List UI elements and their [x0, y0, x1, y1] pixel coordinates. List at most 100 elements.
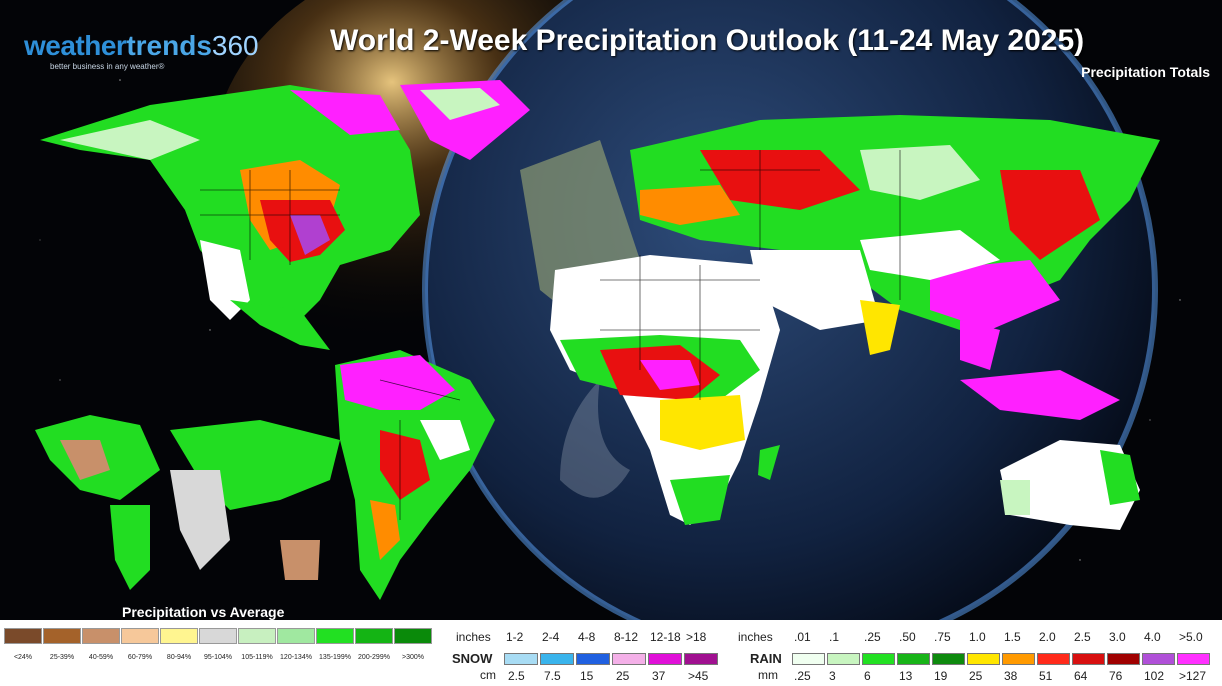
- rain-mm-tick: 76: [1109, 669, 1123, 683]
- snow-inches-tick: 4-8: [578, 630, 596, 644]
- snow-inches-tick: 8-12: [614, 630, 639, 644]
- percent-legend-swatch: [160, 628, 198, 644]
- percent-of-average-legend: <24% 25-39% 40-59% 60-79% 80-94% 95-104% 105-1…: [4, 628, 433, 661]
- percent-legend-item: 200-299%: [355, 628, 393, 661]
- logo-tagline: better business in any weather®: [50, 62, 165, 71]
- rain-inches-tick: 2.0: [1039, 630, 1056, 644]
- percent-legend-swatch: [199, 628, 237, 644]
- snow-swatch: [504, 653, 538, 665]
- rain-mm-header: mm: [758, 668, 778, 682]
- eurasia-region: [630, 115, 1160, 420]
- rain-inches-tick: 1.0: [969, 630, 986, 644]
- percent-legend-label: >300%: [402, 654, 424, 661]
- rain-inches-tick: 1.5: [1004, 630, 1021, 644]
- percent-legend-item: 40-59%: [82, 628, 120, 661]
- percent-legend-item: 80-94%: [160, 628, 198, 661]
- rain-mm-tick: 6: [864, 669, 871, 683]
- snow-inches-tick: >18: [686, 630, 707, 644]
- country-borders: [200, 150, 901, 520]
- snow-inches-tick: 12-18: [650, 630, 681, 644]
- rain-inches-tick: 4.0: [1144, 630, 1161, 644]
- percent-legend-label: 40-59%: [88, 654, 114, 661]
- rain-swatch: [897, 653, 930, 665]
- logo-360-text: 360: [211, 30, 259, 61]
- australia-region: [1000, 440, 1140, 530]
- inset-map-vs-average: [35, 415, 340, 590]
- percent-legend-item: 105-119%: [238, 628, 276, 661]
- percent-legend-swatch: [4, 628, 42, 644]
- rain-swatch: [792, 653, 825, 665]
- percent-legend-item: 60-79%: [121, 628, 159, 661]
- snow-cm-tick: >45: [688, 669, 709, 683]
- logo-trends-text: trends: [126, 30, 212, 61]
- rain-mm-tick: 64: [1074, 669, 1088, 683]
- rain-label: RAIN: [750, 651, 782, 666]
- rain-mm-tick: 19: [934, 669, 948, 683]
- percent-legend-item: 25-39%: [43, 628, 81, 661]
- rain-swatch: [1177, 653, 1210, 665]
- rain-inches-tick: 2.5: [1074, 630, 1091, 644]
- snow-label: SNOW: [452, 651, 493, 666]
- rain-swatch: [1037, 653, 1070, 665]
- percent-legend-label: 105-119%: [241, 654, 273, 661]
- rain-mm-tick: 25: [969, 669, 983, 683]
- percent-legend-label: 60-79%: [127, 654, 153, 661]
- percent-legend-label: 25-39%: [49, 654, 75, 661]
- percent-legend-label: 135-199%: [319, 654, 351, 661]
- logo-weather-text: weather: [24, 30, 127, 61]
- rain-swatch: [827, 653, 860, 665]
- africa-region: [550, 255, 780, 525]
- rain-swatch: [1072, 653, 1105, 665]
- legend-bar: <24% 25-39% 40-59% 60-79% 80-94% 95-104% 105-1…: [0, 620, 1222, 686]
- percent-legend-item: 120-134%: [277, 628, 315, 661]
- rain-mm-tick: 38: [1004, 669, 1018, 683]
- rain-inches-header: inches: [738, 630, 773, 644]
- north-america-region: [40, 80, 530, 350]
- percent-legend-label: 80-94%: [166, 654, 192, 661]
- inset-map-label: Precipitation vs Average: [122, 604, 285, 620]
- percent-legend-swatch: [355, 628, 393, 644]
- snow-swatch: [612, 653, 646, 665]
- rain-swatch: [1142, 653, 1175, 665]
- snow-swatch: [540, 653, 574, 665]
- rain-mm-tick: 3: [829, 669, 836, 683]
- south-america-region: [335, 350, 495, 600]
- rain-inches-tick: .1: [829, 630, 840, 644]
- rain-swatch: [967, 653, 1000, 665]
- rain-mm-tick: 51: [1039, 669, 1053, 683]
- rain-legend: inches .01 .1 .25 .50 .75 1.0 1.5 2.0 2.5 3.0 4.0 >5…: [738, 620, 1218, 686]
- rain-inches-tick: >5.0: [1179, 630, 1203, 644]
- rain-inches-tick: .50: [899, 630, 916, 644]
- rain-swatch: [1002, 653, 1035, 665]
- snow-cm-tick: 37: [652, 669, 666, 683]
- map-title: World 2-Week Precipitation Outlook (11-2…: [330, 24, 1085, 57]
- percent-legend-swatch: [316, 628, 354, 644]
- map-subtitle: Precipitation Totals: [1081, 64, 1210, 80]
- percent-legend-item: >300%: [394, 628, 432, 661]
- rain-mm-tick: >127: [1179, 669, 1207, 683]
- rain-swatch: [1107, 653, 1140, 665]
- snow-cm-tick: 25: [616, 669, 630, 683]
- percent-legend-swatch: [82, 628, 120, 644]
- snow-cm-tick: 15: [580, 669, 594, 683]
- rain-inches-tick: .75: [934, 630, 951, 644]
- rain-mm-tick: .25: [794, 669, 811, 683]
- snow-legend: inches 1-2 2-4 4-8 8-12 12-18 >18 SNOW cm 2.5 7.5 1…: [452, 620, 722, 686]
- rain-inches-tick: .25: [864, 630, 881, 644]
- percent-legend-swatch: [238, 628, 276, 644]
- snow-inches-header: inches: [456, 630, 491, 644]
- rain-inches-tick: 3.0: [1109, 630, 1126, 644]
- percent-legend-swatch: [394, 628, 432, 644]
- rain-mm-tick: 13: [899, 669, 913, 683]
- snow-swatch: [684, 653, 718, 665]
- rain-mm-tick: 102: [1144, 669, 1165, 683]
- snow-swatch: [576, 653, 610, 665]
- snow-cm-tick: 7.5: [544, 669, 561, 683]
- percent-legend-item: 95-104%: [199, 628, 237, 661]
- rain-swatch: [862, 653, 895, 665]
- snow-cm-tick: 2.5: [508, 669, 525, 683]
- snow-swatch: [648, 653, 682, 665]
- snow-inches-tick: 1-2: [506, 630, 524, 644]
- percent-legend-item: <24%: [4, 628, 42, 661]
